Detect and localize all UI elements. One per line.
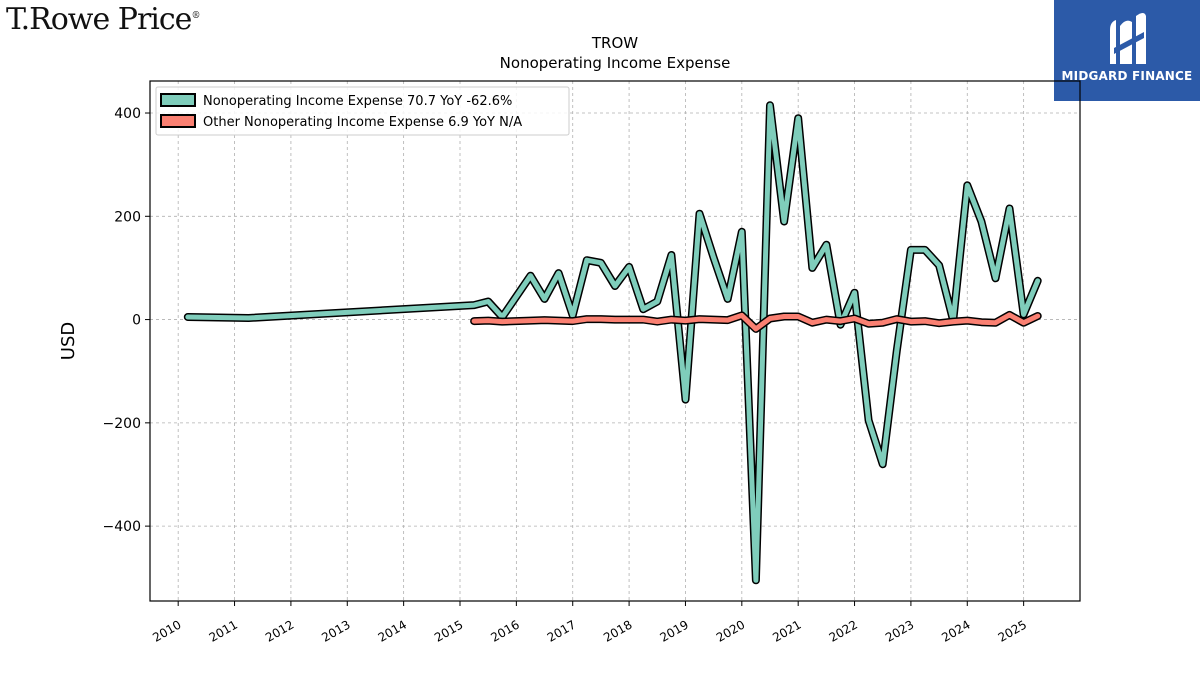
- series-lines: [183, 101, 1042, 585]
- y-axis-label: USD: [58, 322, 79, 360]
- brand-registered-mark: ®: [191, 11, 201, 21]
- brand-logo-text: T.Rowe Price: [6, 2, 192, 37]
- x-tick-label: 2025: [996, 617, 1029, 644]
- series-outline-0: [183, 101, 1042, 585]
- x-tick-label: 2011: [207, 617, 240, 644]
- brand-logo: T.Rowe Price®: [6, 2, 200, 37]
- legend-swatch-1: [160, 114, 196, 128]
- y-tick-label: 0: [132, 313, 141, 329]
- x-tick-label: 2018: [601, 617, 634, 644]
- x-tick-label: 2015: [432, 617, 465, 644]
- midgard-logo-icon: [1110, 13, 1146, 65]
- x-tick-label: 2016: [488, 617, 521, 644]
- y-tick-label: 200: [114, 209, 141, 225]
- x-tick-label: 2019: [658, 617, 691, 644]
- x-tick-label: 2013: [319, 617, 352, 644]
- x-tick-label: 2020: [714, 617, 747, 644]
- legend: Nonoperating Income Expense 70.7 YoY -62…: [155, 86, 570, 136]
- x-tick-label: 2017: [545, 617, 578, 644]
- y-tick-label: 400: [114, 106, 141, 122]
- x-tick-label: 2024: [939, 617, 972, 644]
- legend-box: [155, 86, 570, 136]
- x-tick-label: 2021: [770, 617, 803, 644]
- series-line-0: [185, 102, 1041, 583]
- x-tick-label: 2014: [376, 617, 409, 644]
- legend-label-1: Other Nonoperating Income Expense 6.9 Yo…: [203, 115, 522, 130]
- x-tick-label: 2012: [263, 617, 296, 644]
- grid-lines: [150, 81, 1080, 601]
- midgard-finance-watermark: MIDGARD FINANCE: [1054, 0, 1200, 101]
- x-tick-label: 2022: [827, 617, 860, 644]
- y-tick-label: −400: [103, 519, 141, 535]
- x-tick-label: 2010: [150, 617, 183, 644]
- x-tick-label: 2023: [883, 617, 916, 644]
- y-tick-label: −200: [103, 416, 141, 432]
- series-line-1: [471, 312, 1041, 332]
- chart-title: TROW: [591, 34, 638, 52]
- legend-label-0: Nonoperating Income Expense 70.7 YoY -62…: [203, 94, 512, 109]
- legend-swatch-0: [160, 93, 196, 107]
- midgard-finance-text: MIDGARD FINANCE: [1061, 69, 1193, 83]
- chart-subtitle: Nonoperating Income Expense: [500, 54, 731, 72]
- plot-frame: [149, 80, 1081, 602]
